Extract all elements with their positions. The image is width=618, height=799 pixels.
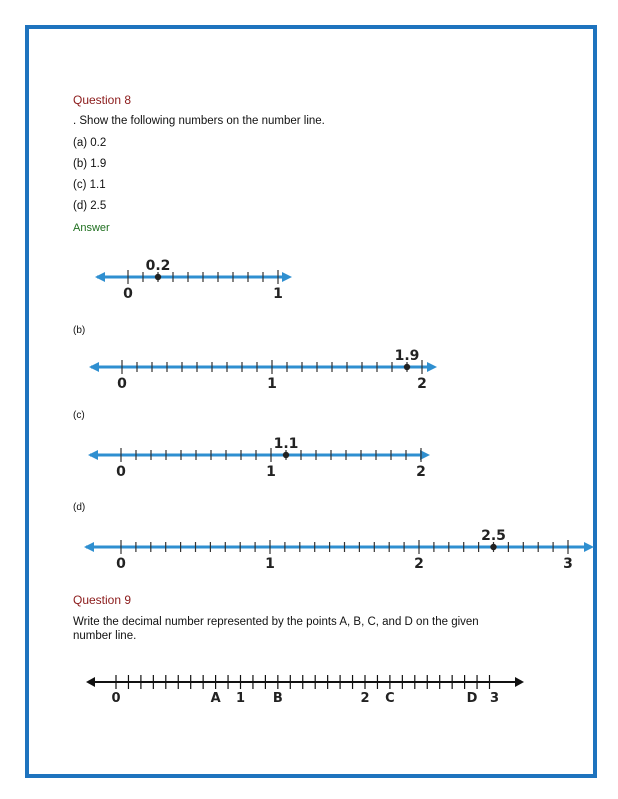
- sub-label-c: (c): [73, 410, 85, 421]
- item-d: (d) 2.5: [73, 200, 107, 212]
- tick-label-0: 0: [123, 286, 133, 302]
- arrow-left-0: [95, 272, 105, 282]
- tick-label-1: 1: [273, 286, 283, 302]
- q9-label-B: B: [273, 691, 283, 706]
- item-c: (c) 1.1: [73, 179, 106, 191]
- point-marker: [154, 273, 162, 281]
- tick-label-1: 1: [265, 556, 275, 572]
- tick-label-2: 2: [414, 556, 424, 572]
- question-8-title: Question 8: [73, 93, 132, 107]
- question-8-prompt: . Show the following numbers on the numb…: [73, 115, 325, 127]
- q9-label-C: C: [385, 691, 395, 706]
- point-marker: [282, 451, 290, 459]
- q9-label-2: 2: [360, 691, 369, 706]
- question-9-prompt: Write the decimal number represented by …: [73, 616, 479, 642]
- tick-label-1: 1: [267, 376, 277, 392]
- page-border: [25, 25, 597, 778]
- q9-label-0: 0: [111, 691, 120, 706]
- q9-label-D: D: [467, 691, 478, 706]
- item-a: (a) 0.2: [73, 137, 107, 149]
- tick-label-1: 1: [266, 464, 276, 480]
- arrow-left-1: [89, 362, 99, 372]
- tick-label-0: 0: [116, 464, 126, 480]
- q9-arrow-left: [86, 677, 95, 687]
- point-label: 0.2: [146, 258, 171, 274]
- question-9-title: Question 9: [73, 593, 132, 607]
- point-label: 2.5: [481, 528, 506, 544]
- arrow-right-2: [420, 450, 430, 460]
- arrow-right-3: [584, 542, 594, 552]
- tick-label-0: 0: [116, 556, 126, 572]
- tick-label-2: 2: [416, 464, 426, 480]
- q9-label-3: 3: [490, 691, 499, 706]
- point-label: 1.9: [395, 348, 420, 364]
- tick-label-2: 2: [417, 376, 427, 392]
- point-label: 1.1: [274, 436, 299, 452]
- arrow-left-2: [88, 450, 98, 460]
- arrow-right-0: [282, 272, 292, 282]
- sub-label-b: (b): [73, 325, 86, 336]
- arrow-right-1: [427, 362, 437, 372]
- q9-arrow-right: [515, 677, 524, 687]
- arrow-left-3: [84, 542, 94, 552]
- answer-label: Answer: [73, 222, 110, 234]
- q9-label-A: A: [211, 691, 221, 706]
- point-marker: [490, 543, 497, 551]
- tick-label-3: 3: [563, 556, 573, 572]
- point-marker: [403, 363, 411, 371]
- sub-label-d: (d): [73, 502, 86, 513]
- item-b: (b) 1.9: [73, 158, 107, 170]
- q9-label-1: 1: [236, 691, 245, 706]
- tick-label-0: 0: [117, 376, 127, 392]
